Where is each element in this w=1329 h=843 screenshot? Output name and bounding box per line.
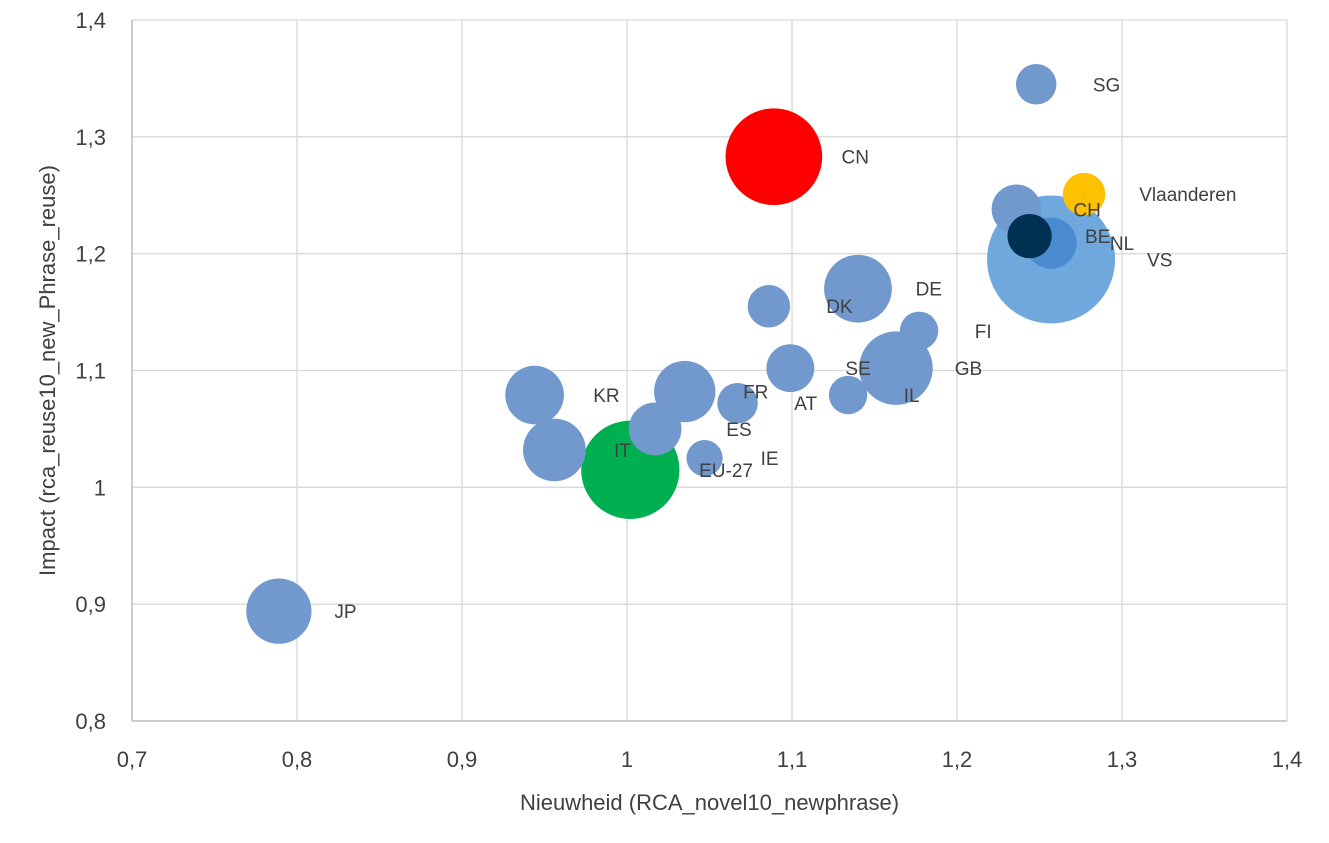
bubble-be bbox=[1007, 213, 1052, 259]
x-tick-label: 0,9 bbox=[447, 747, 478, 772]
y-tick-label: 1 bbox=[94, 475, 106, 500]
bubble-ie bbox=[686, 440, 723, 477]
bubble-es bbox=[628, 402, 682, 456]
y-tick-label: 0,8 bbox=[75, 709, 106, 734]
bubble-it bbox=[523, 418, 586, 482]
y-tick-label: 0,9 bbox=[75, 592, 106, 617]
bubble-at bbox=[717, 382, 758, 424]
label-sg: SG bbox=[1093, 75, 1120, 96]
axes bbox=[131, 20, 1287, 722]
label-kr: KR bbox=[593, 386, 619, 407]
x-tick-label: 1,4 bbox=[1272, 747, 1303, 772]
label-fr: FR bbox=[743, 383, 768, 404]
x-axis-title: Nieuwheid (RCA_novel10_newphrase) bbox=[520, 790, 899, 815]
label-it: IT bbox=[614, 441, 631, 462]
label-eu-27: EU-27 bbox=[699, 461, 753, 482]
y-tick-label: 1,4 bbox=[75, 8, 106, 33]
y-axis-title: Impact (rca_reuse10_new_Phrase_reuse) bbox=[35, 165, 60, 576]
bubble-de bbox=[824, 254, 892, 323]
y-tick-label: 1,2 bbox=[75, 242, 106, 267]
label-es: ES bbox=[726, 420, 751, 441]
label-nl: NL bbox=[1110, 234, 1134, 255]
label-gb: GB bbox=[955, 359, 982, 380]
x-tick-label: 0,7 bbox=[117, 747, 148, 772]
label-fi: FI bbox=[975, 322, 992, 343]
tick-labels: 0,7 0,8 0,9 1 1,1 1,2 1,3 1,4 0,8 0,9 1 1,1 1,2 1,3 1,… bbox=[75, 8, 1302, 772]
label-de: DE bbox=[916, 280, 942, 301]
bubble-sg bbox=[1015, 64, 1057, 105]
y-tick-label: 1,1 bbox=[75, 359, 106, 384]
x-tick-label: 1 bbox=[621, 747, 633, 772]
label-at: AT bbox=[794, 394, 817, 415]
x-tick-label: 1,3 bbox=[1107, 747, 1138, 772]
x-tick-label: 1,1 bbox=[777, 747, 808, 772]
bubble-il bbox=[828, 375, 868, 415]
bubble-dk bbox=[747, 285, 791, 328]
label-vs: VS bbox=[1147, 251, 1172, 272]
label-cn: CN bbox=[841, 148, 868, 169]
x-tick-label: 0,8 bbox=[282, 747, 313, 772]
label-jp: JP bbox=[334, 602, 356, 623]
bubble-fi bbox=[899, 311, 939, 350]
label-se: SE bbox=[845, 359, 870, 380]
label-ie: IE bbox=[761, 449, 779, 470]
y-tick-label: 1,3 bbox=[75, 125, 106, 150]
x-tick-label: 1,2 bbox=[942, 747, 973, 772]
label-il: IL bbox=[904, 386, 920, 407]
bubble-jp bbox=[246, 578, 312, 644]
bubble-gb bbox=[859, 331, 933, 405]
label-ch: CH bbox=[1073, 200, 1100, 221]
bubble-vlaanderen bbox=[1062, 172, 1106, 216]
label-be: BE bbox=[1085, 227, 1110, 248]
bubble-cn bbox=[725, 108, 823, 206]
bubbles bbox=[246, 64, 1116, 644]
bubble-kr bbox=[505, 365, 564, 425]
label-vlaanderen: Vlaanderen bbox=[1139, 185, 1236, 206]
label-dk: DK bbox=[826, 297, 853, 318]
bubble-se bbox=[766, 344, 815, 393]
point-labels: VS CN EU-27 GB DE JP IT FR KR ES CH NL SE BE Vlaandere… bbox=[334, 75, 1236, 623]
